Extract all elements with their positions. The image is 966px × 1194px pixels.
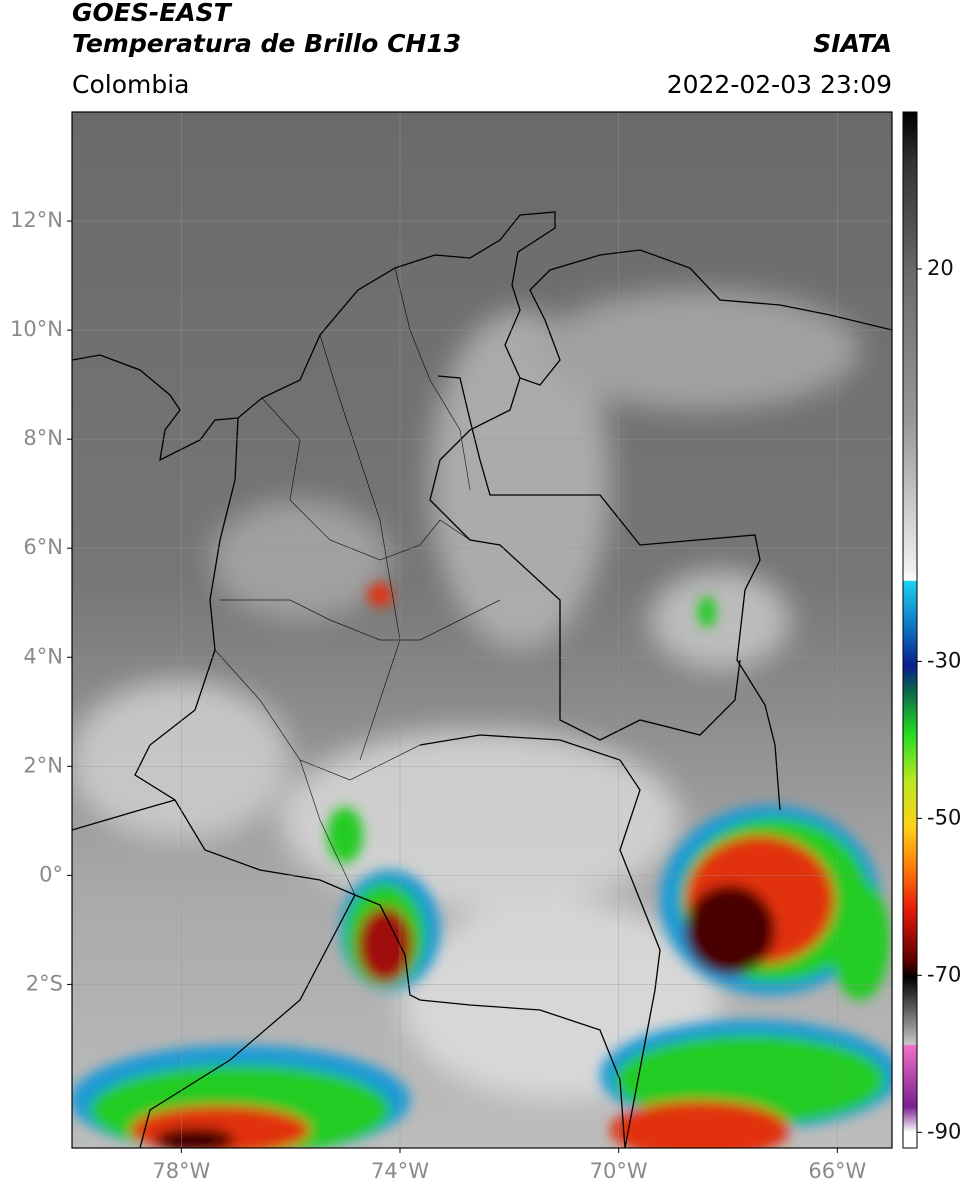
lat-tick-label: 6°N — [23, 535, 63, 559]
lon-tick-label: 70°W — [590, 1159, 648, 1183]
colorbar-label: -70 — [927, 962, 961, 986]
lat-tick-label: 8°N — [23, 426, 63, 450]
graticule — [72, 112, 892, 1148]
lon-tick-label: 78°W — [152, 1159, 210, 1183]
lat-tick-label: 12°N — [10, 208, 63, 232]
map-frame — [71, 111, 893, 1149]
timestamp: 2022-02-03 23:09 — [667, 70, 892, 99]
colorbar-label: -50 — [927, 805, 961, 829]
lat-tick-label: 0° — [39, 862, 63, 886]
lat-tick-label: 10°N — [10, 317, 63, 341]
colorbar-label: -30 — [927, 648, 961, 672]
colorbar-label: -90 — [927, 1119, 961, 1143]
region: Colombia — [72, 70, 189, 99]
subtitle: Temperatura de Brillo CH13 — [72, 29, 461, 58]
lon-tick-label: 74°W — [371, 1159, 429, 1183]
lon-tick-label: 66°W — [808, 1159, 866, 1183]
source: SIATA — [813, 29, 892, 58]
lat-tick-label: 2°S — [26, 971, 63, 995]
lat-tick-label: 2°N — [23, 753, 63, 777]
colorbar — [902, 111, 918, 1149]
title: GOES-EAST — [72, 0, 233, 27]
lat-tick-label: 4°N — [23, 644, 63, 668]
satellite-image — [72, 112, 892, 1148]
colorbar-label: 20 — [927, 256, 954, 280]
